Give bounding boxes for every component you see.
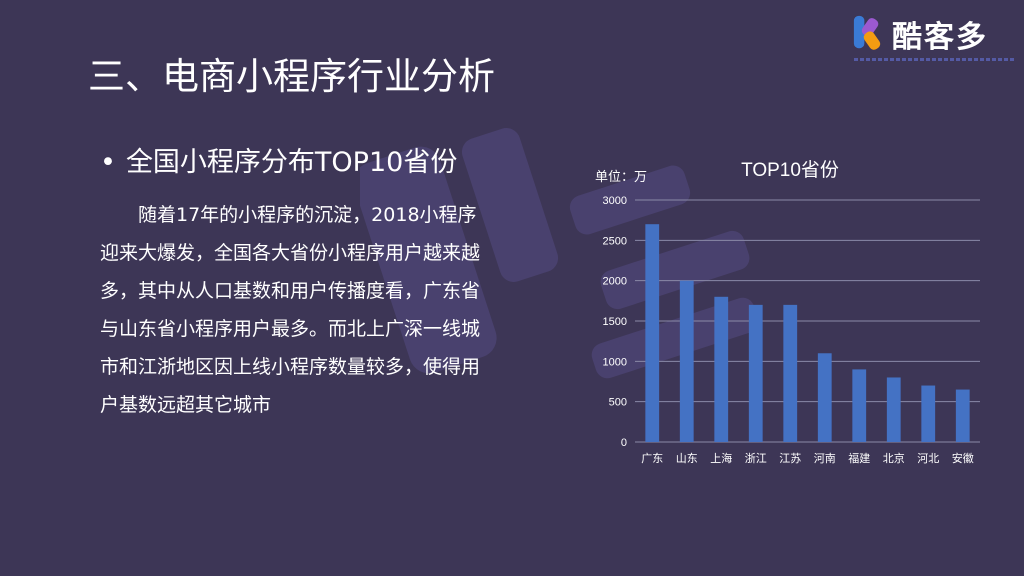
k-logo-icon <box>853 15 881 50</box>
x-tick-label: 河北 <box>917 452 939 465</box>
x-tick-label: 河南 <box>814 452 836 465</box>
y-tick-label: 500 <box>609 397 627 409</box>
x-tick-label: 江苏 <box>779 452 801 465</box>
x-axis-ticks: 广东 山东 上海 浙江 江苏 河南 福建 北京 河北 安徽 <box>641 451 974 465</box>
paragraph-line: 多，其中从人口基数和用户传播度看，广东省 <box>100 280 481 302</box>
x-tick-label: 安徽 <box>952 451 974 465</box>
paragraph-line: 户基数远超其它城市 <box>100 394 272 416</box>
x-tick-label: 北京 <box>883 451 905 465</box>
paragraph-line: 市和江浙地区因上线小程序数量较多，使得用 <box>100 356 481 378</box>
chart-unit-label: 单位：万 <box>595 169 647 184</box>
y-tick-label: 1500 <box>603 316 627 328</box>
paragraph-line: 与山东省小程序用户最多。而北上广深一线城 <box>100 318 481 340</box>
x-tick-label: 广东 <box>641 452 663 465</box>
paragraph-line: 迎来大爆发，全国各大省份小程序用户越来越 <box>100 242 481 264</box>
body-paragraph: 随着17年的小程序的沉淀，2018小程序 迎来大爆发，全国各大省份小程序用户越来… <box>100 196 540 424</box>
x-tick-label: 浙江 <box>745 452 767 465</box>
bar-福建 <box>852 369 867 442</box>
y-tick-label: 0 <box>621 437 627 449</box>
paragraph-line: 随着17年的小程序的沉淀，2018小程序 <box>138 204 477 226</box>
bar-浙江 <box>748 304 763 442</box>
bullet-dot: • <box>100 147 116 178</box>
bullet-heading: • 全国小程序分布TOP10省份 <box>100 140 457 179</box>
bar-北京 <box>886 377 901 442</box>
bar-安徽 <box>955 389 970 442</box>
bar-广东 <box>645 224 660 442</box>
y-tick-label: 2500 <box>603 235 627 247</box>
y-axis-ticks: 0 500 1000 1500 2000 2500 3000 <box>603 195 627 449</box>
bar-江苏 <box>783 304 798 442</box>
bar-山东 <box>679 280 694 442</box>
brand-logo: 酷客多 <box>848 8 1018 68</box>
chart-bars <box>645 224 970 442</box>
brand-name: 酷客多 <box>892 20 988 55</box>
x-tick-label: 福建 <box>848 451 870 465</box>
bar-河北 <box>921 385 936 442</box>
brand-tagline-strip <box>854 58 1014 61</box>
x-tick-label: 山东 <box>676 452 698 465</box>
chart-title: TOP10省份 <box>741 159 839 181</box>
slide-title: 三、电商小程序行业分析 <box>88 55 495 98</box>
y-tick-label: 3000 <box>603 195 627 207</box>
bar-河南 <box>817 353 832 442</box>
y-tick-label: 1000 <box>603 356 627 368</box>
x-tick-label: 上海 <box>710 451 732 465</box>
bullet-text: 全国小程序分布TOP10省份 <box>125 147 458 178</box>
bar-chart: TOP10省份 单位：万 0 500 1000 1500 2000 2500 3000 广东… <box>595 159 980 465</box>
bar-上海 <box>714 296 729 442</box>
y-tick-label: 2000 <box>603 276 627 288</box>
